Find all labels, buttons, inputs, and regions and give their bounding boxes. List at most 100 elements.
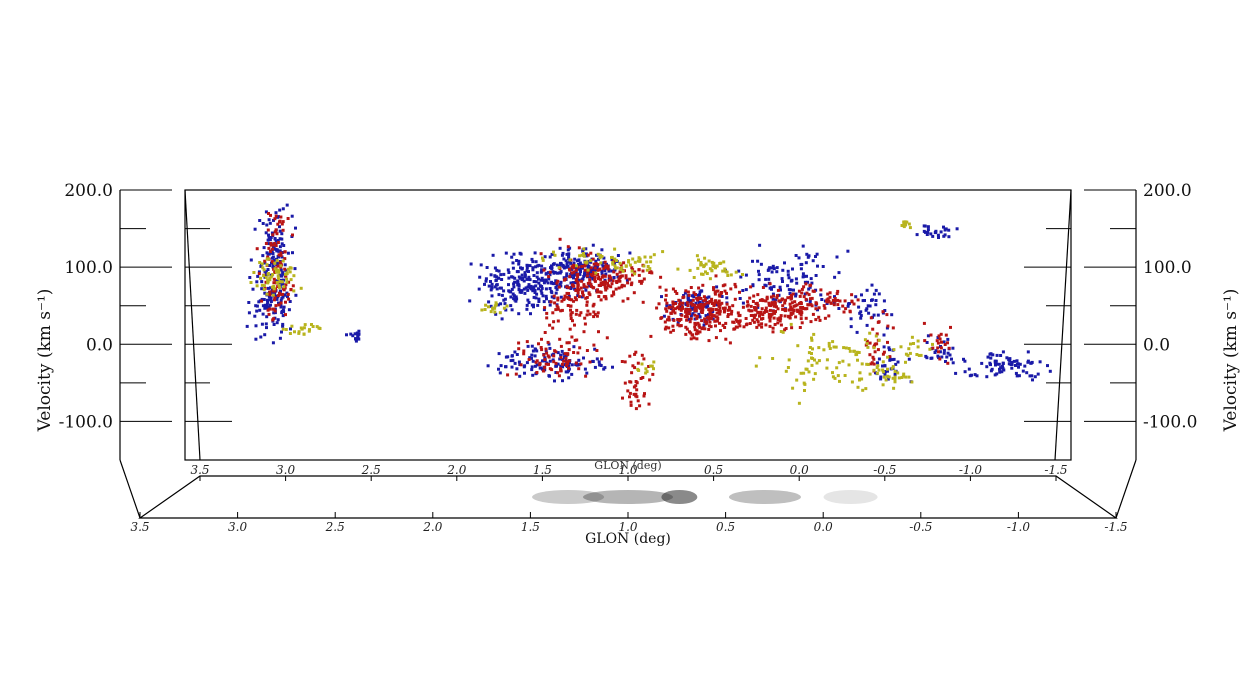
data-point bbox=[856, 385, 860, 389]
data-point bbox=[264, 242, 268, 245]
data-point bbox=[582, 284, 586, 288]
x-tick-label-back: 2.5 bbox=[361, 463, 381, 477]
data-point bbox=[269, 241, 273, 245]
data-point bbox=[595, 357, 599, 361]
data-point bbox=[691, 312, 695, 316]
data-point bbox=[710, 315, 714, 318]
data-point bbox=[876, 364, 880, 368]
data-point bbox=[723, 326, 727, 329]
data-point bbox=[704, 262, 708, 266]
data-point bbox=[803, 292, 807, 296]
data-point bbox=[273, 217, 277, 221]
data-point bbox=[547, 277, 551, 281]
data-point bbox=[817, 346, 821, 350]
x-tick-label-back: 2.0 bbox=[446, 463, 466, 477]
data-point bbox=[598, 290, 602, 294]
data-point bbox=[799, 309, 803, 313]
data-point bbox=[691, 303, 695, 307]
data-point bbox=[644, 371, 648, 375]
data-point bbox=[643, 392, 646, 396]
data-point bbox=[771, 297, 775, 301]
data-point bbox=[678, 307, 681, 311]
data-point bbox=[922, 321, 926, 325]
data-point bbox=[710, 269, 714, 273]
data-point bbox=[315, 325, 319, 329]
data-point bbox=[546, 281, 550, 285]
data-point bbox=[882, 375, 886, 379]
data-point bbox=[628, 380, 632, 384]
data-point bbox=[272, 311, 276, 315]
data-point bbox=[283, 257, 287, 261]
data-point bbox=[712, 288, 716, 292]
data-point bbox=[498, 311, 502, 315]
data-point bbox=[345, 333, 348, 337]
data-point bbox=[665, 304, 669, 308]
data-point bbox=[567, 296, 571, 300]
data-point bbox=[273, 309, 277, 313]
data-point bbox=[580, 295, 584, 299]
data-point bbox=[855, 330, 859, 334]
data-point bbox=[876, 361, 879, 365]
data-point bbox=[628, 391, 632, 395]
data-point bbox=[485, 266, 489, 269]
data-point bbox=[765, 309, 769, 313]
data-point bbox=[268, 290, 272, 294]
data-point bbox=[998, 370, 1002, 374]
data-point bbox=[875, 366, 879, 369]
data-point bbox=[620, 285, 624, 289]
data-point bbox=[248, 276, 252, 279]
data-point bbox=[706, 304, 710, 308]
data-point bbox=[589, 283, 593, 287]
data-point bbox=[559, 364, 563, 368]
data-point bbox=[733, 327, 737, 331]
data-point bbox=[781, 304, 785, 308]
data-point bbox=[790, 295, 794, 299]
data-point bbox=[630, 371, 634, 375]
data-point bbox=[833, 295, 836, 299]
data-point bbox=[527, 283, 531, 287]
data-point bbox=[633, 260, 637, 264]
data-point bbox=[607, 269, 611, 273]
data-point bbox=[557, 266, 561, 270]
data-point bbox=[260, 280, 264, 284]
data-point bbox=[885, 374, 889, 378]
data-point bbox=[704, 314, 708, 318]
data-point bbox=[714, 308, 718, 311]
data-point bbox=[543, 358, 547, 361]
data-point bbox=[308, 328, 311, 332]
data-point bbox=[761, 313, 765, 317]
data-point bbox=[1010, 360, 1014, 364]
data-point bbox=[268, 293, 272, 297]
data-point bbox=[696, 331, 700, 335]
data-point bbox=[262, 298, 266, 301]
data-point bbox=[707, 315, 711, 319]
data-point bbox=[831, 375, 835, 379]
data-point bbox=[628, 263, 632, 267]
data-point bbox=[776, 321, 780, 325]
data-point bbox=[541, 256, 544, 260]
data-point bbox=[635, 395, 639, 399]
data-point bbox=[584, 252, 588, 256]
data-point bbox=[279, 268, 283, 272]
left-wall bbox=[119, 189, 201, 519]
data-point bbox=[535, 363, 539, 367]
data-point bbox=[266, 268, 270, 271]
data-point bbox=[276, 274, 280, 278]
data-point bbox=[689, 301, 693, 305]
data-point bbox=[825, 358, 829, 362]
data-point bbox=[542, 300, 546, 304]
data-point bbox=[802, 295, 806, 299]
data-point bbox=[526, 288, 530, 292]
data-point bbox=[726, 315, 730, 318]
data-point bbox=[620, 266, 624, 270]
data-point bbox=[278, 237, 282, 241]
data-point bbox=[575, 273, 579, 277]
data-point bbox=[794, 294, 798, 298]
data-point bbox=[610, 258, 614, 262]
data-point bbox=[273, 289, 277, 293]
data-point bbox=[516, 279, 520, 283]
data-point bbox=[541, 258, 545, 262]
data-point bbox=[642, 264, 646, 268]
data-point bbox=[1001, 361, 1005, 365]
data-point bbox=[262, 268, 266, 272]
